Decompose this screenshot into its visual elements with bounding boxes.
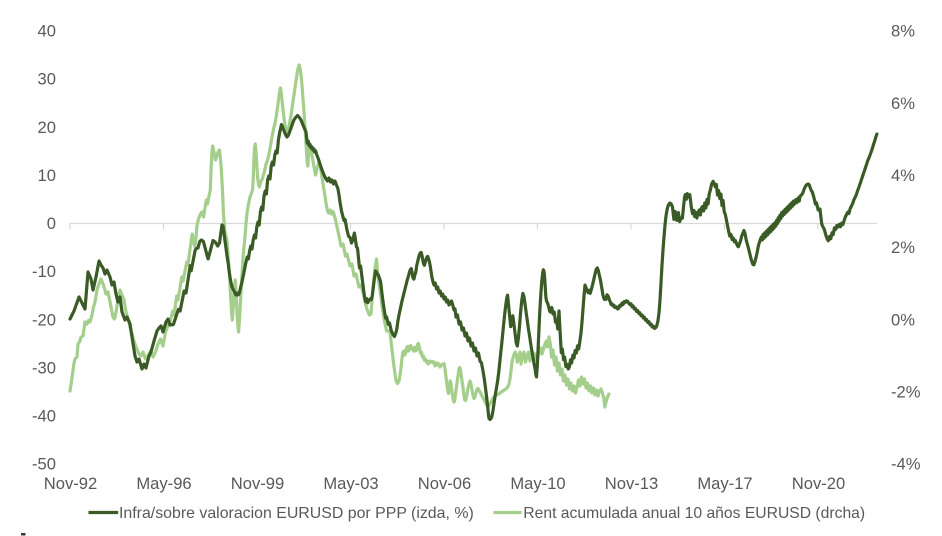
svg-text:-20: -20: [32, 310, 56, 329]
svg-text:10: 10: [38, 166, 56, 185]
svg-text:-30: -30: [32, 358, 56, 377]
svg-text:Nov-20: Nov-20: [792, 474, 846, 493]
svg-text:-40: -40: [32, 407, 56, 426]
svg-text:0%: 0%: [891, 310, 915, 329]
svg-text:Nov-06: Nov-06: [418, 474, 472, 493]
svg-text:8%: 8%: [891, 22, 915, 41]
svg-text:-50: -50: [32, 455, 56, 474]
svg-text:Infra/sobre valoracion EURUSD: Infra/sobre valoracion EURUSD por PPP (i…: [119, 505, 474, 522]
svg-text:0: 0: [47, 214, 56, 233]
svg-text:20: 20: [38, 118, 56, 137]
svg-text:40: 40: [38, 22, 56, 41]
svg-text:May-03: May-03: [323, 474, 378, 493]
svg-text:May-10: May-10: [510, 474, 565, 493]
svg-text:Nov-92: Nov-92: [44, 474, 98, 493]
svg-text:Nov-99: Nov-99: [231, 474, 285, 493]
svg-text:-4%: -4%: [891, 455, 921, 474]
svg-text:May-96: May-96: [136, 474, 191, 493]
svg-text:30: 30: [38, 70, 56, 89]
svg-text:-10: -10: [32, 262, 56, 281]
svg-text:6%: 6%: [891, 94, 915, 113]
svg-text:4%: 4%: [891, 166, 915, 185]
svg-text:Rent acumulada anual 10 años E: Rent acumulada anual 10 años EURUSD (drc…: [523, 505, 865, 522]
svg-text:Nov-13: Nov-13: [605, 474, 659, 493]
svg-text:-2%: -2%: [891, 382, 921, 401]
svg-text:May-17: May-17: [697, 474, 752, 493]
svg-text:2%: 2%: [891, 238, 915, 257]
